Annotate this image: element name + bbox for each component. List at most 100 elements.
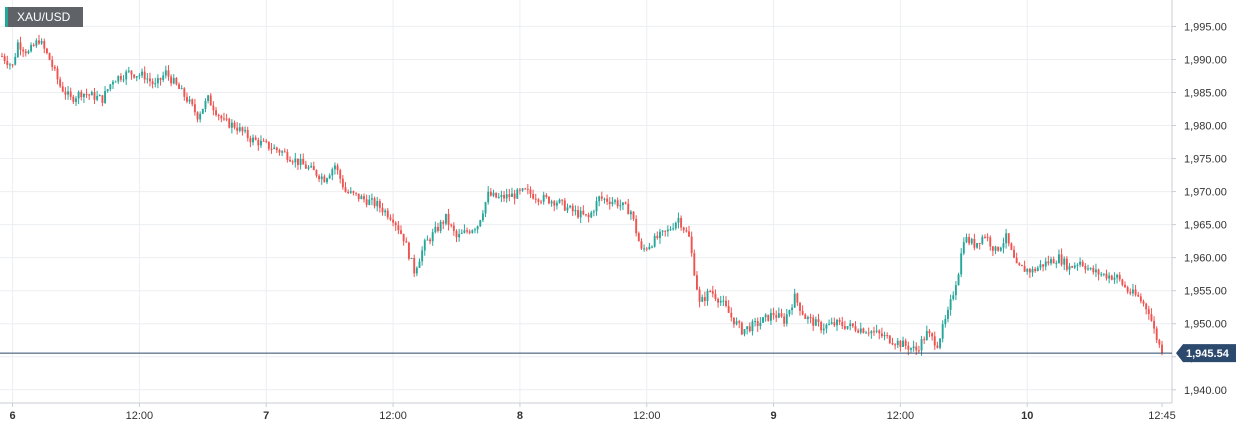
candle-body xyxy=(1036,267,1039,272)
x-tick-label: 6 xyxy=(10,410,16,422)
candle-body xyxy=(703,297,706,301)
candle-body xyxy=(45,48,48,54)
candle-body xyxy=(516,189,519,199)
candle-body xyxy=(421,250,424,262)
candle-body xyxy=(859,328,862,333)
candle-body xyxy=(793,293,796,308)
candle-body xyxy=(233,122,236,128)
candle-body xyxy=(957,274,960,286)
candle-body xyxy=(799,302,801,311)
candle-body xyxy=(11,64,14,66)
candle-body xyxy=(598,196,601,202)
candle-body xyxy=(310,165,313,168)
candle-body xyxy=(962,242,965,254)
candle-body xyxy=(888,335,891,344)
candle-body xyxy=(88,94,91,96)
candle-body xyxy=(666,229,669,232)
candle-body xyxy=(246,130,249,139)
candle-body xyxy=(492,192,495,196)
candle-body xyxy=(212,105,215,111)
candle-body xyxy=(14,56,17,65)
candle-body xyxy=(590,212,593,218)
candle-body xyxy=(1150,314,1153,321)
candle-body xyxy=(585,214,587,216)
candle-body xyxy=(1100,274,1103,276)
candle-body xyxy=(603,198,606,200)
candle-body xyxy=(333,165,336,170)
candle-body xyxy=(653,235,656,247)
candle-body xyxy=(167,70,170,77)
candle-body xyxy=(817,319,820,323)
candle-body xyxy=(175,78,178,85)
candle-body xyxy=(878,330,881,334)
candle-body xyxy=(1026,269,1029,272)
candle-body xyxy=(764,314,767,318)
candle-body xyxy=(775,315,778,318)
candle-body xyxy=(532,194,535,199)
candle-body xyxy=(524,188,527,190)
candle-body xyxy=(1116,274,1119,278)
candle-body xyxy=(1063,258,1066,265)
candle-body xyxy=(363,196,365,200)
candle-body xyxy=(410,257,413,259)
candle-body xyxy=(915,346,918,351)
candle-body xyxy=(616,200,619,207)
candle-body xyxy=(748,326,751,332)
candle-body xyxy=(722,300,725,302)
candle-body xyxy=(497,196,500,198)
candle-body xyxy=(822,328,825,331)
candle-body xyxy=(1021,265,1023,267)
candle-body xyxy=(481,213,484,221)
candle-body xyxy=(883,335,886,337)
candle-body xyxy=(746,326,749,330)
candle-body xyxy=(262,140,265,142)
candle-body xyxy=(254,137,257,140)
candle-body xyxy=(558,199,561,203)
candle-body xyxy=(447,213,450,225)
candle-body xyxy=(405,241,408,243)
candle-body xyxy=(873,331,875,333)
candle-body xyxy=(984,236,986,238)
candle-body xyxy=(563,200,566,211)
candle-body xyxy=(400,230,402,234)
candle-body xyxy=(130,70,133,75)
candle-body xyxy=(397,225,400,231)
candle-body xyxy=(1028,269,1031,273)
candle-body xyxy=(569,205,572,208)
candle-body xyxy=(384,210,387,213)
candle-body xyxy=(1013,249,1015,258)
y-tick-label: 1,975.00 xyxy=(1184,154,1227,166)
candle-body xyxy=(690,236,693,254)
candle-body xyxy=(373,198,376,207)
x-tick-label: 12:00 xyxy=(633,410,661,422)
candle-body xyxy=(1092,268,1095,273)
candle-body xyxy=(880,333,883,337)
candle-body xyxy=(304,164,307,169)
candle-body xyxy=(553,201,556,206)
candle-body xyxy=(207,95,210,101)
candle-body xyxy=(886,335,889,337)
candle-body xyxy=(674,222,677,229)
candle-body xyxy=(769,312,772,321)
candle-body xyxy=(651,246,653,248)
candle-body xyxy=(688,231,690,237)
candle-body xyxy=(635,218,638,234)
candle-body xyxy=(865,332,868,334)
candle-body xyxy=(719,300,722,303)
candle-body xyxy=(637,233,640,242)
candle-body xyxy=(149,78,151,82)
candle-body xyxy=(1068,266,1071,270)
candle-body xyxy=(178,84,180,89)
candle-body xyxy=(1057,254,1060,264)
candle-body xyxy=(199,113,202,120)
x-tick-label: 7 xyxy=(263,410,269,422)
candle-body xyxy=(1155,328,1158,341)
candle-body xyxy=(463,230,466,233)
candle-body xyxy=(320,176,323,180)
candle-body xyxy=(777,313,780,318)
candle-body xyxy=(220,115,223,119)
last-price-label: 1,945.54 xyxy=(1186,348,1230,360)
candle-body xyxy=(1044,261,1047,267)
candle-body xyxy=(434,226,437,233)
